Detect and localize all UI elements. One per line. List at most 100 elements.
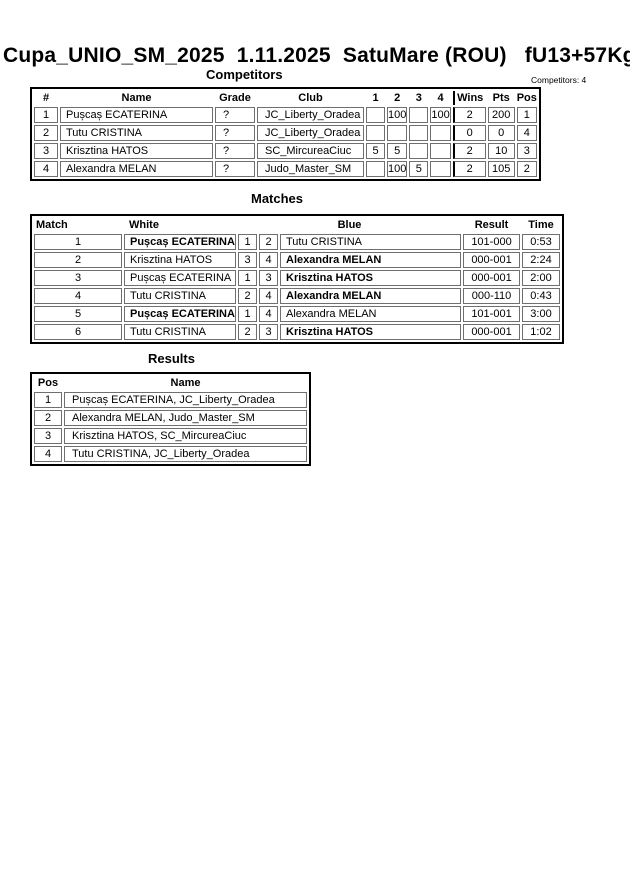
table-row: 5 Pușcaș ECATERINA 1 4 Alexandra MELAN 1… xyxy=(34,306,560,322)
cell-grade: ? xyxy=(215,125,255,141)
cell-wins: 2 xyxy=(452,161,486,177)
cell-num: 1 xyxy=(34,107,58,123)
results-table: Pos Name 1 Pușcaș ECATERINA, JC_Liberty_… xyxy=(30,372,311,466)
cell-name: Pușcaș ECATERINA xyxy=(60,107,213,123)
cell-blue-name: Tutu CRISTINA xyxy=(280,234,461,250)
cell-time: 2:24 xyxy=(522,252,560,268)
table-header-row: Pos Name xyxy=(34,376,307,390)
cell-score-1 xyxy=(366,125,385,141)
cell-score-1: 5 xyxy=(366,143,385,159)
header-cell-grade: Grade xyxy=(219,92,251,104)
section-heading-results: Results xyxy=(148,351,195,366)
cell-time: 1:02 xyxy=(522,324,560,340)
header-cell-pts: Pts xyxy=(492,92,510,104)
cell-blue-name: Krisztina HATOS xyxy=(280,270,461,286)
table-row: 3 Krisztina HATOS ? SC_MircureaCiuc 5 5 … xyxy=(34,143,537,159)
cell-result: 000-001 xyxy=(463,324,520,340)
header-cell-number: # xyxy=(42,92,50,104)
header-cell-round-1: 1 xyxy=(372,92,379,104)
cell-num: 4 xyxy=(34,161,58,177)
header-cell-time: Time xyxy=(528,219,554,231)
cell-grade: ? xyxy=(215,161,255,177)
cell-name: Krisztina HATOS xyxy=(60,143,213,159)
cell-score-3: 5 xyxy=(409,161,429,177)
table-row: 3 Krisztina HATOS, SC_MircureaCiuc xyxy=(34,428,307,444)
cell-pos: 3 xyxy=(516,143,537,159)
cell-result-pos: 4 xyxy=(34,446,62,462)
cell-result: 101-000 xyxy=(463,234,520,250)
cell-blue-name: Alexandra MELAN xyxy=(280,288,461,304)
cell-score-3 xyxy=(409,125,429,141)
cell-club: JC_Liberty_Oradea xyxy=(257,125,364,141)
cell-blue-name: Krisztina HATOS xyxy=(280,324,461,340)
header-cell-white: White xyxy=(129,219,159,231)
cell-score-3 xyxy=(409,143,429,159)
cell-score-4 xyxy=(430,143,451,159)
cell-club: Judo_Master_SM xyxy=(257,161,364,177)
header-cell-pos: Pos xyxy=(516,92,537,104)
cell-blue-number: 4 xyxy=(259,306,278,322)
cell-score-2: 5 xyxy=(387,143,408,159)
header-cell-name: Name xyxy=(121,92,152,104)
cell-wins: 2 xyxy=(452,143,486,159)
cell-match-number: 5 xyxy=(34,306,122,322)
cell-wins: 2 xyxy=(452,107,486,123)
cell-name: Tutu CRISTINA xyxy=(60,125,213,141)
header-cell-result: Result xyxy=(474,219,509,231)
cell-white-number: 1 xyxy=(238,270,257,286)
cell-white-number: 2 xyxy=(238,288,257,304)
cell-result: 000-110 xyxy=(463,288,520,304)
cell-white-number: 1 xyxy=(238,306,257,322)
cell-pos: 4 xyxy=(516,125,537,141)
cell-white-name: Tutu CRISTINA xyxy=(124,324,236,340)
cell-white-name: Pușcaș ECATERINA xyxy=(124,234,236,250)
cell-white-name: Tutu CRISTINA xyxy=(124,288,236,304)
cell-result-pos: 1 xyxy=(34,392,62,408)
cell-num: 3 xyxy=(34,143,58,159)
cell-club: JC_Liberty_Oradea xyxy=(257,107,364,123)
cell-time: 0:43 xyxy=(522,288,560,304)
cell-time: 2:00 xyxy=(522,270,560,286)
cell-club: SC_MircureaCiuc xyxy=(257,143,364,159)
cell-match-number: 1 xyxy=(34,234,122,250)
header-cell-club: Club xyxy=(298,92,323,104)
cell-result-pos: 2 xyxy=(34,410,62,426)
cell-score-2: 100 xyxy=(387,161,408,177)
cell-result-name: Tutu CRISTINA, JC_Liberty_Oradea xyxy=(64,446,307,462)
table-row: 1 Pușcaș ECATERINA, JC_Liberty_Oradea xyxy=(34,392,307,408)
table-header-row: Match White Blue Result Time xyxy=(34,218,560,232)
table-row: 4 Alexandra MELAN ? Judo_Master_SM 100 5… xyxy=(34,161,537,177)
cell-pts: 105 xyxy=(487,161,515,177)
cell-grade: ? xyxy=(215,143,255,159)
header-cell-name: Name xyxy=(170,377,201,389)
cell-blue-number: 3 xyxy=(259,270,278,286)
cell-pts: 10 xyxy=(487,143,515,159)
cell-white-number: 2 xyxy=(238,324,257,340)
cell-time: 3:00 xyxy=(522,306,560,322)
cell-score-1 xyxy=(366,107,385,123)
cell-score-4: 100 xyxy=(430,107,451,123)
table-row: 2 Alexandra MELAN, Judo_Master_SM xyxy=(34,410,307,426)
cell-match-number: 4 xyxy=(34,288,122,304)
cell-pts: 0 xyxy=(487,125,515,141)
table-row: 2 Krisztina HATOS 3 4 Alexandra MELAN 00… xyxy=(34,252,560,268)
cell-pos: 2 xyxy=(516,161,537,177)
table-row: 2 Tutu CRISTINA ? JC_Liberty_Oradea 0 0 … xyxy=(34,125,537,141)
cell-name: Alexandra MELAN xyxy=(60,161,213,177)
cell-wins: 0 xyxy=(452,125,486,141)
header-cell-round-2: 2 xyxy=(394,92,401,104)
cell-score-4 xyxy=(430,161,451,177)
competitors-count: Competitors: 4 xyxy=(531,75,587,85)
cell-result-name: Alexandra MELAN, Judo_Master_SM xyxy=(64,410,307,426)
table-row: 4 Tutu CRISTINA, JC_Liberty_Oradea xyxy=(34,446,307,462)
cell-result-name: Krisztina HATOS, SC_MircureaCiuc xyxy=(64,428,307,444)
table-row: 3 Pușcaș ECATERINA 1 3 Krisztina HATOS 0… xyxy=(34,270,560,286)
cell-white-name: Krisztina HATOS xyxy=(124,252,236,268)
cell-score-2: 100 xyxy=(387,107,408,123)
header-cell-wins: Wins xyxy=(452,91,486,105)
cell-match-number: 2 xyxy=(34,252,122,268)
table-row: 1 Pușcaș ECATERINA ? JC_Liberty_Oradea 1… xyxy=(34,107,537,123)
table-row: 6 Tutu CRISTINA 2 3 Krisztina HATOS 000-… xyxy=(34,324,560,340)
cell-blue-number: 4 xyxy=(259,288,278,304)
cell-result: 101-001 xyxy=(463,306,520,322)
